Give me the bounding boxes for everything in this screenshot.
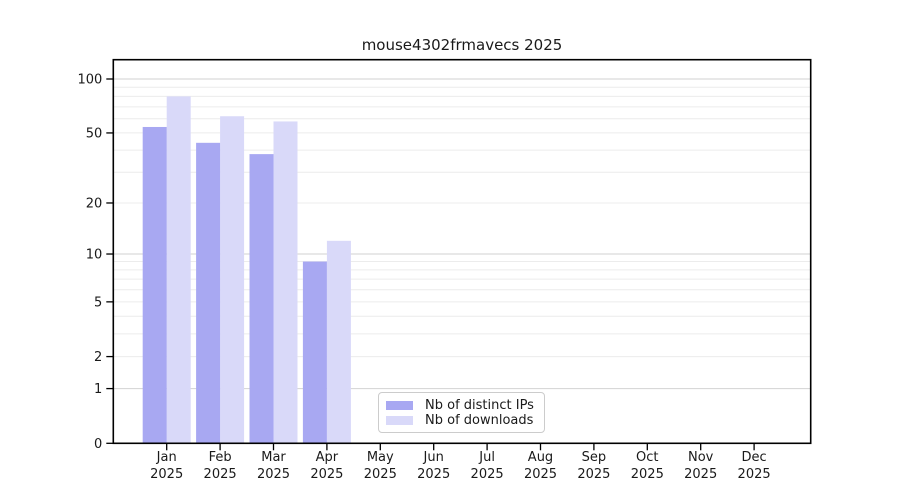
legend-item-distinct-ips: Nb of distinct IPs [386,397,536,413]
axes-frame [112,58,812,445]
x-tick-label-year: 2025 [577,467,610,482]
x-tick-label-year: 2025 [257,467,290,482]
x-tick-label-year: 2025 [684,467,717,482]
x-tick-label-month: May [367,450,394,465]
x-tick-label-year: 2025 [524,467,557,482]
bar-downloads-mar [273,121,298,444]
x-tick-label-year: 2025 [364,467,397,482]
bar-distinct-ips-jan [142,126,167,444]
legend-swatch-distinct-ips-icon [386,400,413,410]
x-tick-label-year: 2025 [471,467,504,482]
legend-label-downloads: Nb of downloads [425,412,534,428]
y-tick-label: 10 [86,248,103,263]
y-tick-label: 50 [86,126,103,141]
chart-title: mouse4302frmavecs 2025 [361,36,563,54]
x-tick-label-month: Dec [742,450,767,465]
x-tick-label-year: 2025 [738,467,771,482]
x-tick-label-month: Jun [423,450,444,465]
bar-distinct-ips-mar [249,154,274,444]
y-tick-label: 1 [94,382,102,397]
x-tick-label-month: Jul [478,450,495,465]
x-tick-label-month: Feb [209,450,232,465]
x-tick-label-month: Mar [261,450,286,465]
y-tick-label: 2 [94,350,102,365]
y-tick-label: 5 [94,295,102,310]
bar-distinct-ips-apr [302,261,327,444]
y-tick-label: 100 [77,73,102,88]
bar-downloads-apr [326,240,351,444]
legend-item-downloads: Nb of downloads [386,412,536,428]
x-tick-label-year: 2025 [417,467,450,482]
bar-distinct-ips-feb [196,142,221,444]
y-tick-label: 0 [94,437,102,452]
x-tick-label-year: 2025 [150,467,183,482]
x-tick-label-month: Nov [688,450,714,465]
x-tick-label-month: Oct [636,450,658,465]
bar-downloads-feb [220,116,245,444]
x-tick-label-year: 2025 [631,467,664,482]
legend-swatch-downloads-icon [386,415,413,425]
legend-label-distinct-ips: Nb of distinct IPs [425,397,534,413]
legend: Nb of distinct IPs Nb of downloads [378,392,545,433]
bar-downloads-jan [166,96,191,444]
x-tick-label-year: 2025 [310,467,343,482]
x-tick-label-month: Sep [582,450,607,465]
y-tick-label: 20 [86,196,103,211]
x-tick-label-month: Jan [156,450,177,465]
x-tick-label-month: Apr [316,450,339,465]
x-tick-label-month: Aug [528,450,553,465]
x-tick-label-year: 2025 [204,467,237,482]
